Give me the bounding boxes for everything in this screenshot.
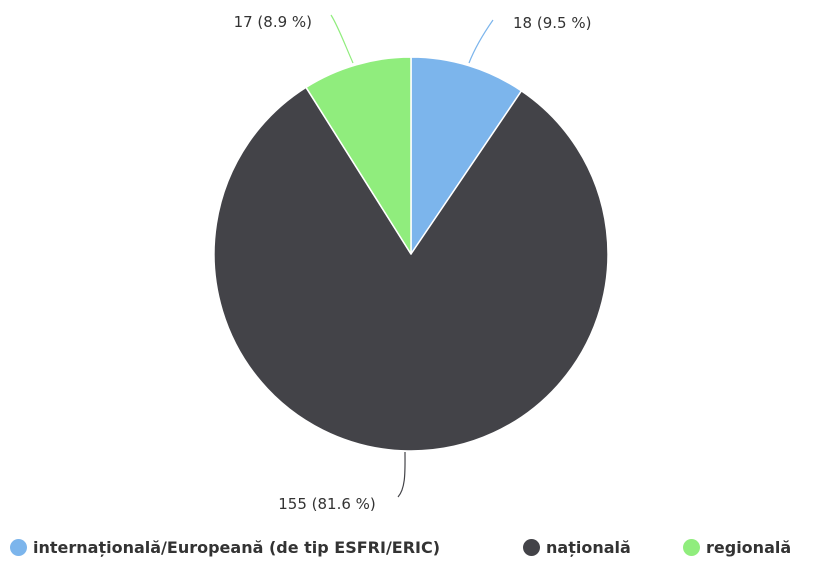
pie-slice-international[interactable] [410,56,523,255]
data-label-international: 18 (9.5 %) [513,14,591,32]
connector-national [397,451,406,498]
legend-item-international[interactable]: internațională/Europeană (de tip ESFRI/E… [10,538,440,557]
pie-chart: 18 (9.5 %) 155 (81.6 %) 17 (8.9 %) [213,13,609,513]
data-label-national: 155 (81.6 %) [278,495,376,513]
pie-slice-regional[interactable] [305,56,412,255]
legend-item-national[interactable]: națională [523,538,631,557]
legend-label-international: internațională/Europeană (de tip ESFRI/E… [33,538,441,557]
connector-regional [330,14,354,64]
pie-slice-national[interactable] [213,86,609,452]
legend-marker-regional [683,539,700,556]
legend-marker-national [523,539,540,556]
data-label-regional: 17 (8.9 %) [234,13,312,31]
connector-international [468,19,494,64]
legend-label-regional: regională [706,538,792,557]
legend-label-national: națională [546,538,631,557]
legend-item-regional[interactable]: regională [683,538,791,557]
chart-legend: internațională/Europeană (de tip ESFRI/E… [0,538,822,568]
legend-marker-international [10,539,27,556]
